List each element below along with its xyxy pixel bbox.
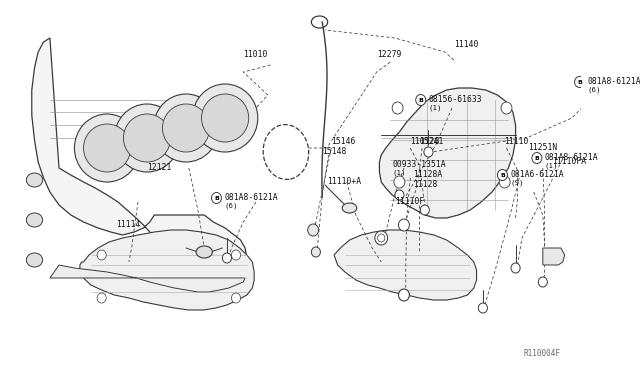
Text: 15146: 15146 [332, 137, 356, 145]
Circle shape [399, 219, 410, 231]
Polygon shape [543, 248, 564, 265]
Polygon shape [50, 265, 245, 292]
Circle shape [394, 176, 405, 188]
Text: 11012G: 11012G [410, 137, 440, 145]
Text: 12121: 12121 [147, 163, 172, 171]
Circle shape [375, 231, 388, 245]
Text: B: B [500, 173, 505, 177]
Circle shape [211, 192, 221, 203]
Text: 15241: 15241 [419, 137, 444, 145]
Text: 081A8-6121A: 081A8-6121A [588, 77, 640, 86]
Text: 12279: 12279 [377, 49, 401, 58]
Circle shape [97, 293, 106, 303]
Circle shape [538, 277, 547, 287]
Circle shape [392, 102, 403, 114]
Circle shape [497, 170, 508, 180]
Text: (6): (6) [588, 87, 601, 93]
Circle shape [399, 289, 410, 301]
Text: (1): (1) [392, 170, 406, 176]
Text: 081A8-6121A: 081A8-6121A [224, 192, 278, 202]
Text: 11128A: 11128A [413, 170, 442, 179]
Circle shape [232, 250, 241, 260]
Circle shape [420, 205, 429, 215]
Text: (6): (6) [224, 203, 237, 209]
Text: (1): (1) [428, 105, 442, 111]
Ellipse shape [154, 94, 219, 162]
Circle shape [424, 147, 433, 157]
Circle shape [511, 263, 520, 273]
Circle shape [575, 77, 584, 87]
Ellipse shape [26, 253, 43, 267]
Ellipse shape [124, 114, 171, 162]
Ellipse shape [202, 94, 249, 142]
Text: R110004F: R110004F [524, 349, 561, 358]
Ellipse shape [342, 203, 356, 213]
Text: 11110+A: 11110+A [327, 176, 361, 186]
Text: 08156-61633: 08156-61633 [428, 94, 482, 103]
Text: 11110F: 11110F [395, 196, 424, 205]
Text: 15148: 15148 [323, 147, 347, 155]
Text: B: B [534, 155, 540, 160]
Circle shape [311, 247, 321, 257]
Circle shape [416, 94, 426, 106]
Text: 11114: 11114 [116, 219, 141, 228]
Ellipse shape [74, 114, 140, 182]
Text: 11110FA: 11110FA [552, 157, 586, 166]
Text: 11010: 11010 [243, 49, 268, 58]
Circle shape [395, 190, 404, 200]
Polygon shape [380, 88, 516, 218]
Text: 11110: 11110 [504, 137, 528, 145]
Circle shape [499, 176, 510, 188]
Text: 081A8-6121A: 081A8-6121A [545, 153, 598, 161]
Text: 11128: 11128 [413, 180, 437, 189]
Polygon shape [80, 230, 254, 310]
Circle shape [478, 303, 488, 313]
Circle shape [532, 153, 542, 164]
Ellipse shape [83, 124, 131, 172]
Circle shape [308, 224, 319, 236]
Ellipse shape [196, 246, 212, 258]
Text: 00933-1351A: 00933-1351A [392, 160, 446, 169]
Circle shape [501, 102, 512, 114]
Ellipse shape [26, 213, 43, 227]
Polygon shape [334, 230, 477, 300]
Ellipse shape [163, 104, 210, 152]
Circle shape [222, 253, 232, 263]
Text: 081A6-6121A: 081A6-6121A [510, 170, 564, 179]
Text: (9): (9) [510, 180, 524, 186]
Circle shape [97, 250, 106, 260]
Text: (1): (1) [545, 163, 558, 169]
Ellipse shape [26, 173, 43, 187]
Circle shape [378, 234, 385, 242]
Text: 11251N: 11251N [528, 142, 557, 151]
Ellipse shape [193, 84, 258, 152]
Circle shape [232, 293, 241, 303]
Ellipse shape [115, 104, 180, 172]
Text: B: B [214, 196, 219, 201]
Text: B: B [419, 97, 423, 103]
Polygon shape [32, 38, 247, 282]
Text: 11140: 11140 [454, 39, 478, 48]
Text: B: B [577, 80, 582, 84]
